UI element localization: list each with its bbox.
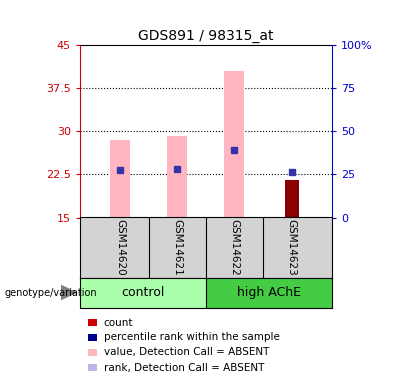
Bar xyxy=(206,278,332,308)
Polygon shape xyxy=(61,285,78,300)
Text: GSM14623: GSM14623 xyxy=(287,219,297,276)
Title: GDS891 / 98315_at: GDS891 / 98315_at xyxy=(138,28,273,43)
Bar xyxy=(167,136,187,218)
Text: percentile rank within the sample: percentile rank within the sample xyxy=(104,333,280,342)
Bar xyxy=(285,180,299,218)
Bar xyxy=(80,278,206,308)
Text: GSM14622: GSM14622 xyxy=(229,219,239,276)
Bar xyxy=(224,71,244,217)
Text: GSM14620: GSM14620 xyxy=(115,219,125,276)
Text: value, Detection Call = ABSENT: value, Detection Call = ABSENT xyxy=(104,348,269,357)
Text: control: control xyxy=(121,286,165,299)
Bar xyxy=(110,140,130,218)
Text: count: count xyxy=(104,318,133,327)
Text: genotype/variation: genotype/variation xyxy=(4,288,97,297)
Text: high AChE: high AChE xyxy=(237,286,301,299)
Text: rank, Detection Call = ABSENT: rank, Detection Call = ABSENT xyxy=(104,363,264,372)
Text: GSM14621: GSM14621 xyxy=(172,219,182,276)
